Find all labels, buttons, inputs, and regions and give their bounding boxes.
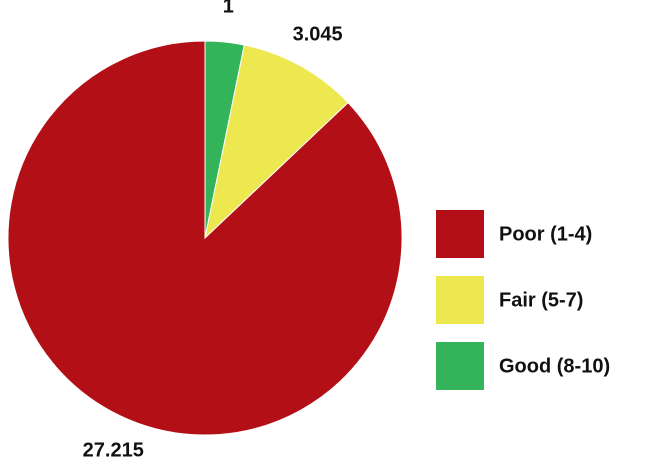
legend-swatch	[436, 342, 484, 390]
legend-swatch	[436, 210, 484, 258]
legend-label: Good (8-10)	[499, 355, 610, 377]
pie-slice	[7, 40, 403, 436]
data-label: 3.045	[293, 23, 343, 45]
data-label: 1	[223, 0, 234, 17]
legend-label: Poor (1-4)	[499, 223, 592, 245]
data-label: 27.215	[83, 439, 144, 459]
pie-slice	[204, 44, 349, 240]
legend-label: Fair (5-7)	[499, 289, 583, 311]
legend-swatch	[436, 276, 484, 324]
